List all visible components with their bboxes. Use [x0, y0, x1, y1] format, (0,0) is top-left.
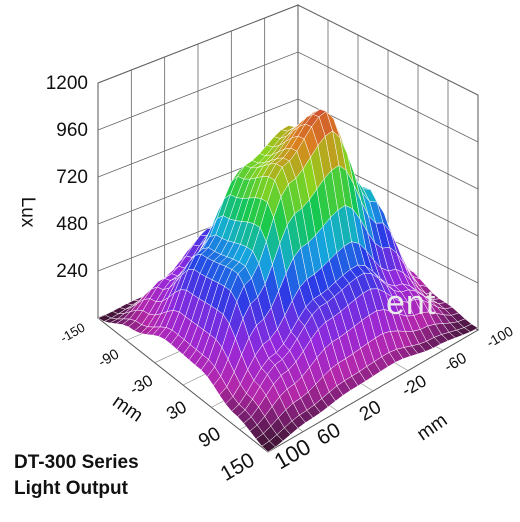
surface-cell [261, 440, 276, 453]
z-tick-label: 720 [56, 167, 88, 188]
right-axis-tick-label: -60 [442, 350, 470, 376]
z-grid-line [97, 98, 479, 190]
right-axis-tick-label: 20 [356, 397, 385, 426]
left-axis-tick-label: -30 [127, 371, 156, 398]
left-axis-tick-label: 30 [163, 396, 190, 423]
chart-title: DT-300 Series [14, 452, 139, 473]
z-grid-line [97, 51, 479, 143]
right-axis-label: mm [413, 410, 451, 445]
left-axis-tick-label: 90 [195, 422, 225, 452]
z-tick-label: 240 [56, 261, 88, 282]
watermark-text: ent [386, 284, 437, 322]
right-axis-tick-label: -100 [484, 323, 516, 351]
z-grid-line [97, 4, 479, 96]
right-axis-tick-label: -20 [398, 370, 430, 400]
z-axis-label: Lux [17, 197, 38, 228]
left-axis-tick-label: 150 [217, 448, 259, 485]
left-axis-tick-label: -150 [57, 320, 87, 346]
left-axis-label: mm [109, 391, 147, 426]
chart-subtitle: Light Output [14, 478, 128, 499]
left-axis-tick-label: -90 [96, 346, 122, 370]
z-tick-label: 1200 [46, 73, 88, 94]
z-tick-label: 960 [56, 120, 88, 141]
z-tick-label: 480 [56, 214, 88, 235]
